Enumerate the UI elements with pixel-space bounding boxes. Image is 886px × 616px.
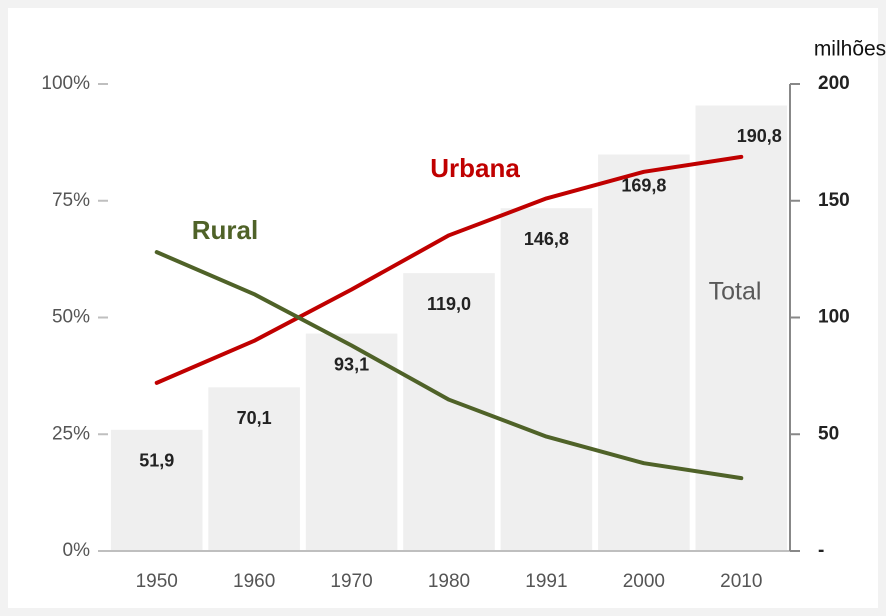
value-label: 190,8 [737,126,782,146]
y2-tick-label: - [818,540,824,561]
x-tick-label: 2000 [623,571,665,592]
x-tick-label: 1960 [233,571,275,592]
value-label: 70,1 [237,408,272,428]
x-tick-label: 1991 [525,571,567,592]
y-tick-label: 50% [52,307,90,328]
value-label: 119,0 [427,294,471,314]
y-tick-label: 25% [52,423,90,444]
bar [598,154,690,551]
bar [208,387,300,551]
line [154,154,744,385]
value-label: 169,8 [621,175,666,195]
y-tick-label: 0% [63,540,91,561]
series-label: Rural [192,215,258,245]
y2-tick-label: 150 [818,190,850,211]
bar [110,429,203,551]
series-label: Total [709,278,762,306]
x-tick-label: 1980 [428,571,470,592]
value-label: 93,1 [334,354,369,374]
y2-axis-label: milhões [814,38,886,61]
line [154,250,744,481]
y2-tick-label: 200 [818,73,850,94]
series-label: Urbana [430,153,520,183]
y2-tick-label: 50 [818,423,839,444]
bar [305,333,398,551]
y-tick-label: 100% [41,73,90,94]
y-tick-label: 75% [52,190,90,211]
value-label: 51,9 [139,451,174,471]
bar [500,208,593,552]
y2-tick-label: 100 [818,307,850,328]
bar [695,105,788,552]
x-tick-label: 1950 [136,571,178,592]
value-label: 146,8 [524,229,569,249]
x-tick-label: 1970 [330,571,372,592]
x-tick-label: 2010 [720,571,762,592]
